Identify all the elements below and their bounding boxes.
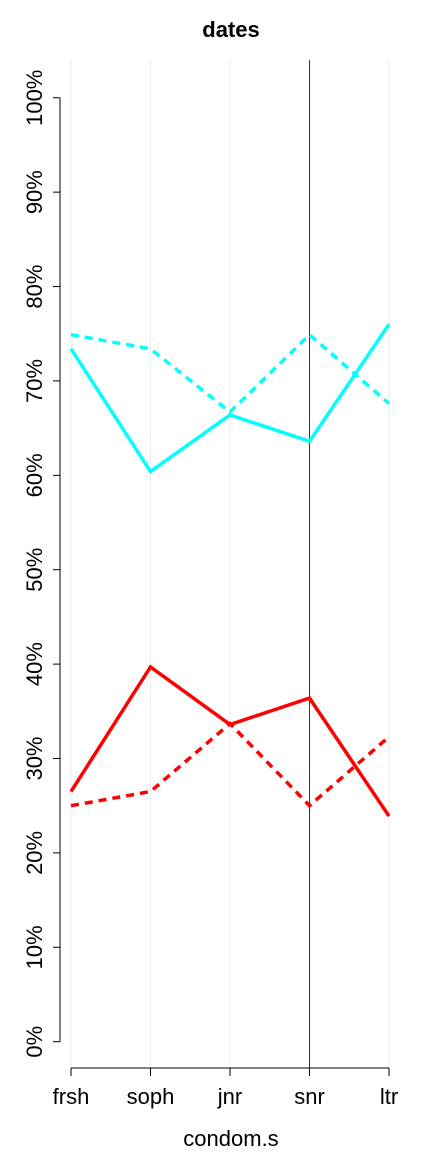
y-tick-label: 70% — [22, 359, 47, 403]
series-line — [70, 721, 391, 809]
y-tick-label: 60% — [22, 453, 47, 497]
y-tick-label: 90% — [22, 170, 47, 214]
chart-title: dates — [202, 17, 259, 42]
y-tick-label: 50% — [22, 548, 47, 592]
x-tick-label: soph — [127, 1084, 175, 1109]
x-axis-label: condom.s — [183, 1126, 278, 1151]
x-tick-label: jnr — [217, 1084, 242, 1109]
y-tick-label: 80% — [22, 265, 47, 309]
y-tick-label: 30% — [22, 736, 47, 780]
y-tick-label: 20% — [22, 831, 47, 875]
y-tick-label: 40% — [22, 642, 47, 686]
series-line — [70, 332, 391, 415]
y-tick-label: 0% — [22, 1026, 47, 1058]
x-tick-label: snr — [294, 1084, 325, 1109]
y-tick-label: 10% — [22, 925, 47, 969]
x-tick-label: ltr — [380, 1084, 398, 1109]
series-line — [69, 323, 391, 475]
x-tick-label: frsh — [53, 1084, 90, 1109]
y-tick-label: 100% — [22, 70, 47, 126]
